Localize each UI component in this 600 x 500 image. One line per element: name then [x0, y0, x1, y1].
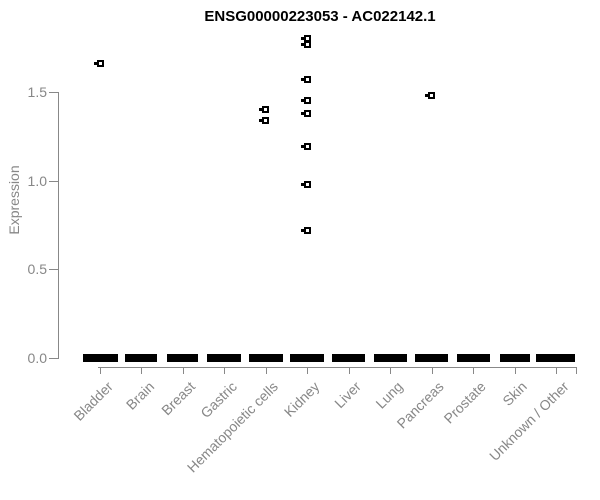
zero-expression-bar: [290, 354, 324, 362]
y-tick-label: 0.0: [27, 350, 47, 366]
x-category-label: Skin: [499, 378, 531, 409]
y-tick-label: 1.5: [27, 84, 47, 100]
x-tick: [390, 367, 392, 374]
x-tick: [307, 367, 309, 374]
zero-expression-bar: [374, 354, 407, 362]
x-category-label: Bladder: [70, 378, 116, 424]
data-point: [301, 76, 311, 83]
zero-expression-bar: [249, 354, 283, 362]
x-tick: [265, 367, 267, 374]
zero-expression-bar: [536, 354, 575, 362]
x-tick: [141, 367, 143, 374]
y-tick: [49, 92, 58, 93]
data-point: [301, 143, 311, 150]
y-axis-line: [58, 92, 59, 359]
x-tick: [555, 367, 557, 374]
zero-expression-bar: [125, 354, 157, 362]
x-axis-end-tick: [576, 367, 577, 374]
data-point: [94, 60, 104, 67]
x-tick: [100, 367, 101, 374]
x-category-label: Prostate: [440, 378, 489, 427]
x-category-label: Brain: [122, 378, 158, 413]
zero-expression-bar: [207, 354, 241, 362]
zero-expression-bar: [83, 354, 118, 362]
zero-expression-bar: [332, 354, 365, 362]
y-tick: [49, 269, 58, 271]
y-tick: [49, 358, 58, 359]
chart-title: ENSG00000223053 - AC022142.1: [204, 8, 436, 25]
zero-expression-bar: [457, 354, 490, 362]
x-tick: [431, 367, 433, 374]
data-point: [259, 117, 269, 124]
zero-expression-bar: [500, 354, 530, 362]
x-tick: [182, 367, 184, 374]
y-tick-label: 0.5: [27, 261, 47, 278]
y-tick: [49, 180, 58, 182]
data-point: [301, 227, 311, 234]
data-point: [301, 97, 311, 104]
x-tick: [348, 367, 350, 374]
x-category-label: Lung: [372, 378, 406, 412]
data-point: [301, 181, 311, 188]
data-point: [259, 106, 269, 113]
x-tick: [473, 367, 475, 374]
y-tick-label: 1.0: [27, 172, 47, 189]
x-category-label: Kidney: [281, 378, 323, 420]
data-point: [301, 41, 311, 48]
data-point: [425, 92, 435, 99]
data-point: [301, 110, 311, 117]
x-tick: [224, 367, 226, 374]
x-tick: [514, 367, 516, 374]
x-category-label: Breast: [158, 378, 199, 419]
x-axis-line: [98, 367, 577, 368]
zero-expression-bar: [167, 354, 198, 362]
x-category-label: Liver: [331, 378, 365, 412]
zero-expression-bar: [415, 354, 448, 362]
x-category-label: Unknown / Other: [486, 378, 572, 464]
